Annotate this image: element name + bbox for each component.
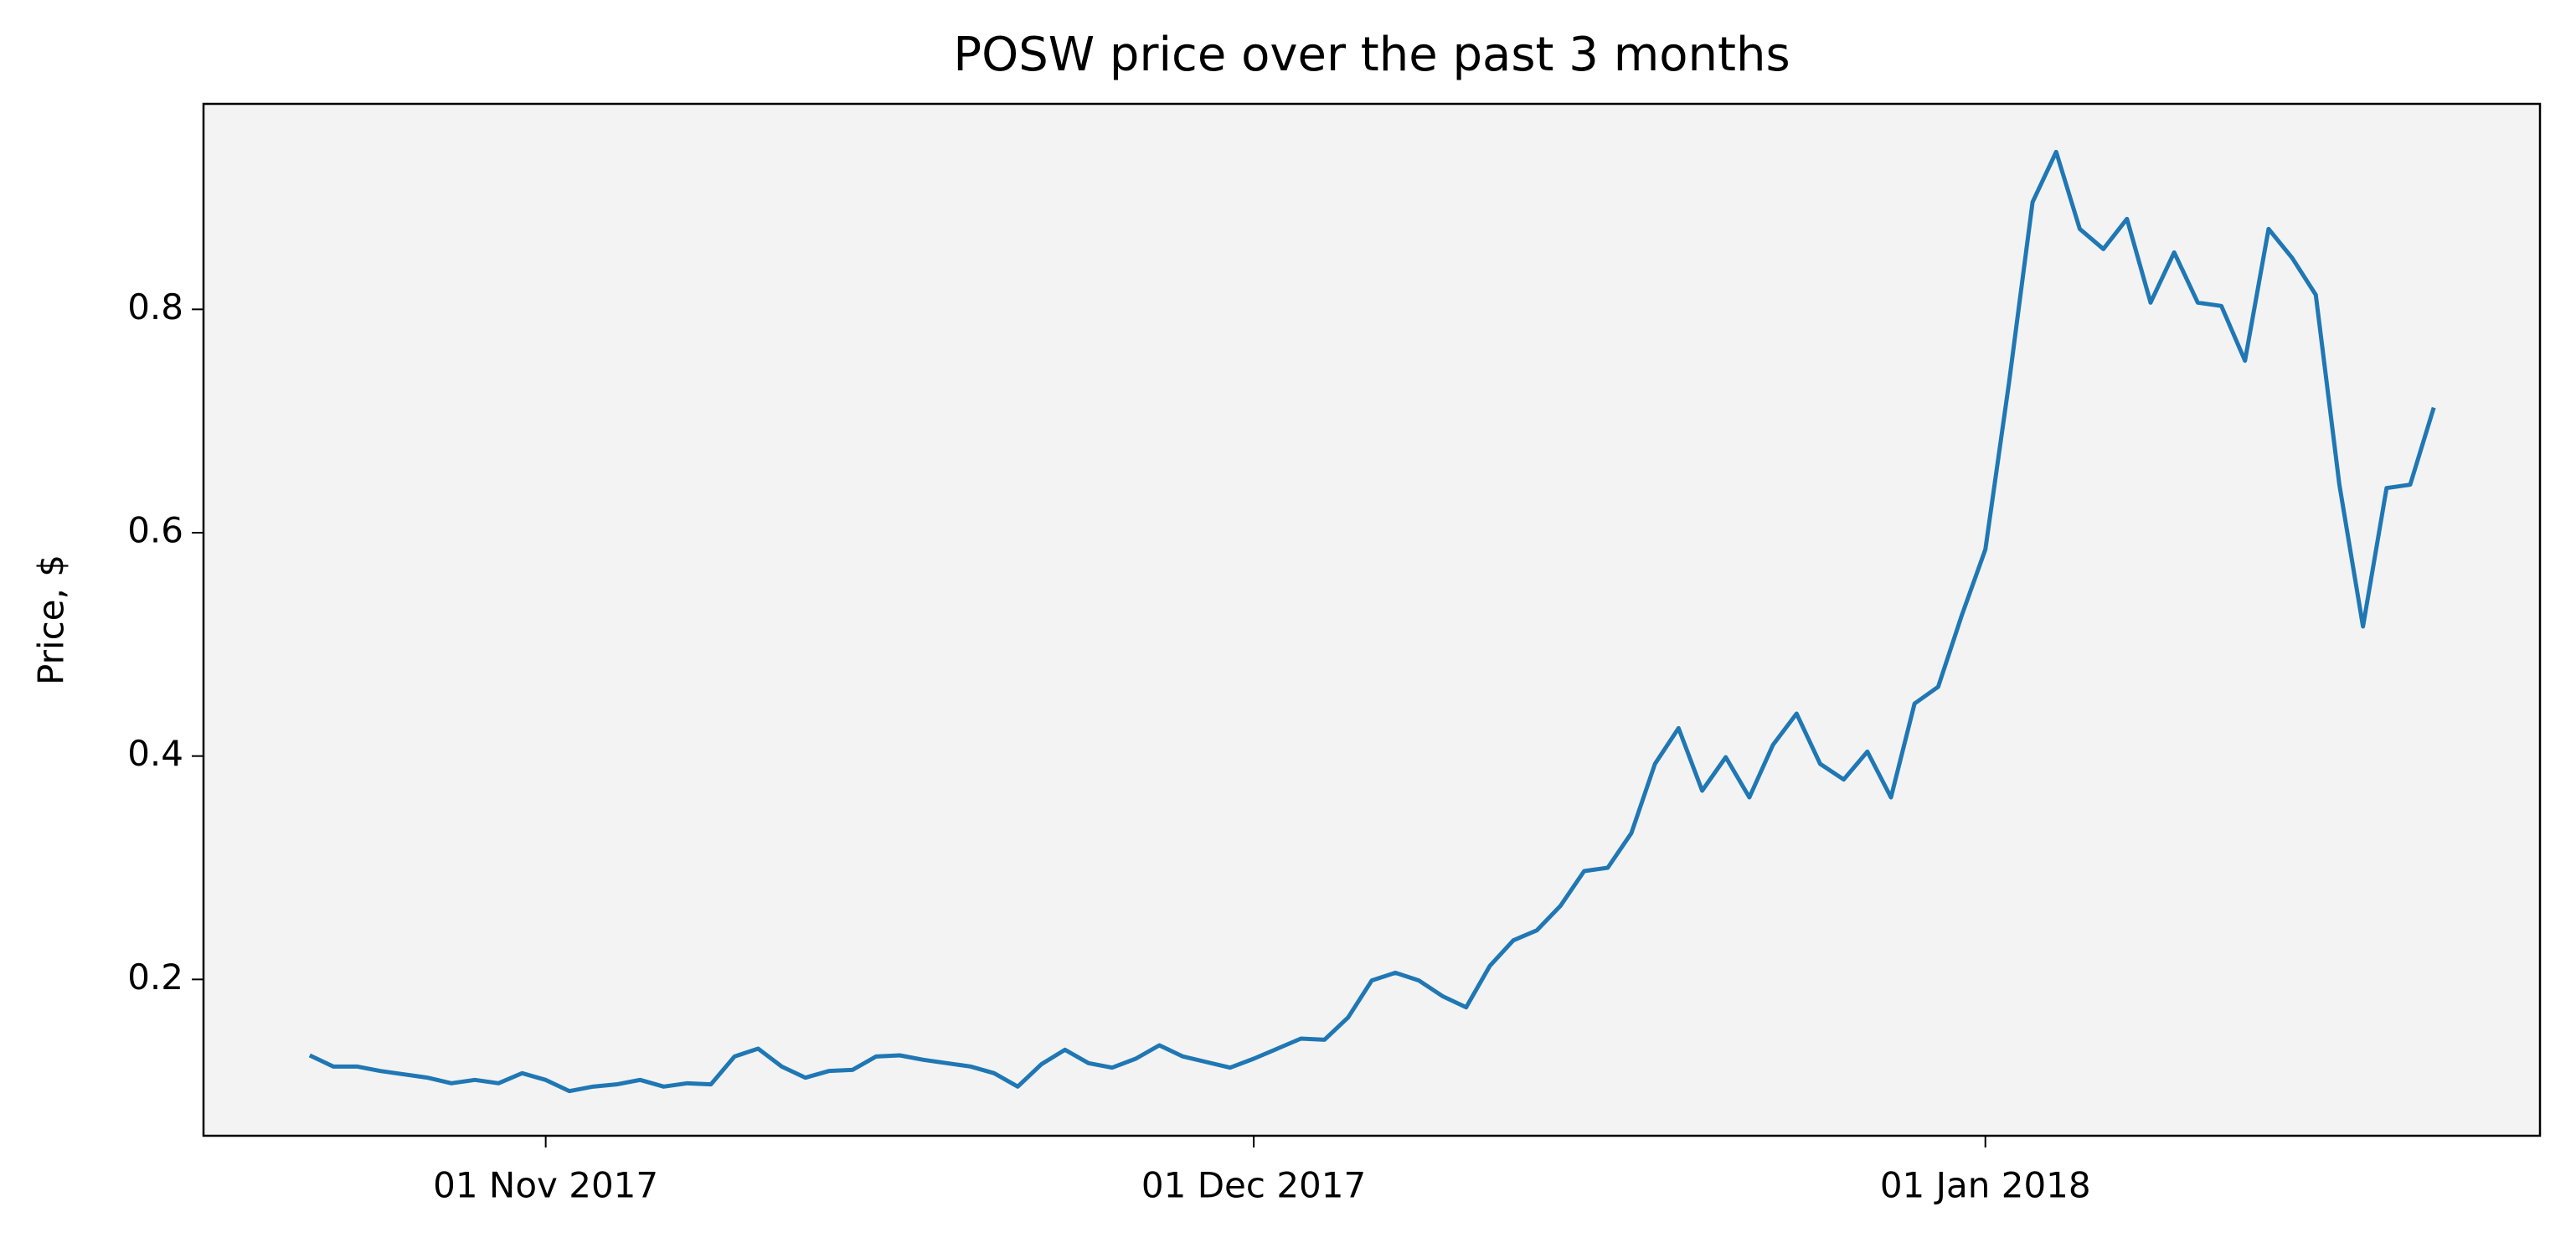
y-tick-label: 0.2 bbox=[127, 957, 183, 998]
y-tick-label: 0.8 bbox=[127, 286, 183, 327]
plot-area bbox=[204, 104, 2540, 1136]
y-tick-label: 0.6 bbox=[127, 510, 183, 551]
chart-title: POSW price over the past 3 months bbox=[953, 28, 1790, 82]
y-tick-label: 0.4 bbox=[127, 733, 183, 774]
x-tick-label: 01 Jan 2018 bbox=[1880, 1165, 2091, 1206]
plot-frame bbox=[202, 102, 2542, 1137]
y-axis-label: Price, $ bbox=[31, 554, 72, 685]
x-tick-label: 01 Dec 2017 bbox=[1141, 1165, 1366, 1206]
price-line bbox=[308, 149, 2436, 1094]
x-tick-label: 01 Nov 2017 bbox=[433, 1165, 658, 1206]
